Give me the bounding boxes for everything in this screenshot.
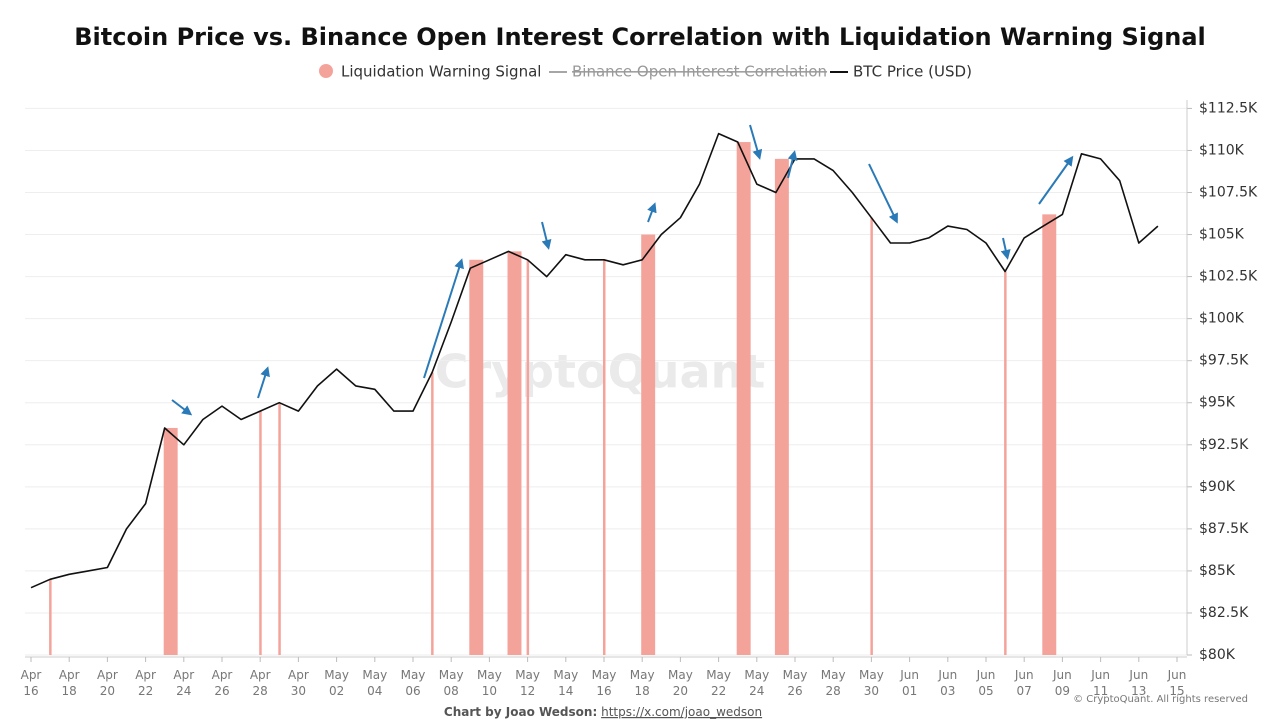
y-tick-label: $105K [1199,227,1245,243]
watermark: CryptoQuant [435,345,766,399]
warning-signal [1042,214,1057,655]
x-tick-label: Apr 18 [59,668,80,698]
x-tick-label: May 20 [668,668,693,698]
x-tick-label: Apr 22 [135,668,156,698]
warning-signal [526,259,530,655]
warning-signal [469,259,484,655]
chart-title: Bitcoin Price vs. Binance Open Interest … [74,23,1206,51]
x-tick-label: May 18 [630,668,655,698]
x-tick-label: May 30 [859,668,884,698]
copyright: © CryptoQuant. All rights reserved [1073,694,1248,705]
x-tick-label: May 24 [744,668,769,698]
x-tick-label: Apr 30 [288,668,309,698]
y-tick-label: $100K [1199,311,1245,327]
credit-label: Chart by Joao Wedson: [444,705,597,719]
y-tick-label: $95K [1199,395,1236,411]
price-line [30,132,1159,589]
credit-link[interactable]: https://x.com/joao_wedson [601,705,762,719]
legend-label: BTC Price (USD) [853,63,972,81]
warning-signal [259,411,262,655]
x-tick-label: Jun 13 [1128,668,1148,698]
legend-swatch [319,64,333,78]
x-tick-label: May 02 [324,668,349,698]
x-tick-label: Jun 05 [976,668,996,698]
x-tick-label: Jun 09 [1052,668,1072,698]
x-tick-label: Apr 16 [21,668,42,698]
y-tick-label: $92.5K [1199,437,1249,453]
x-tick-label: May 06 [401,668,426,698]
warning-signal [774,158,789,655]
x-tick-label: Apr 24 [173,668,194,698]
y-tick-label: $82.5K [1199,605,1249,621]
x-tick-label: Jun 11 [1090,668,1110,698]
legend-label: Liquidation Warning Signal [341,63,541,81]
y-tick-label: $85K [1199,563,1236,579]
x-tick-label: May 10 [477,668,502,698]
legend: Liquidation Warning Signal Binance Open … [319,63,972,81]
x-tick-label: Jun 07 [1014,668,1034,698]
x-tick-label: May 04 [362,668,387,698]
y-tick-label: $80K [1199,647,1236,663]
x-tick-label: May 22 [706,668,731,698]
y-tick-label: $87.5K [1199,521,1249,537]
warning-signal [278,402,281,655]
x-tick-label: May 28 [821,668,846,698]
warning-signal [1004,271,1007,655]
annotation-arrows [171,124,1074,416]
x-tick-label: Apr 28 [250,668,271,698]
warning-signal [431,372,434,655]
x-tick-label: Apr 20 [97,668,118,698]
y-tick-label: $112.5K [1199,100,1258,116]
x-tick-label: Jun 15 [1167,668,1187,698]
x-tick-label: May 26 [783,668,808,698]
warning-signal [49,579,52,655]
warning-signal [603,259,606,655]
y-tick-label: $110K [1199,142,1245,158]
y-tick-label: $102.5K [1199,269,1258,285]
warning-signal [641,234,656,655]
x-tick-label: May 16 [592,668,617,698]
credit: Chart by Joao Wedson: https://x.com/joao… [444,705,762,719]
warning-signal [870,217,873,655]
y-tick-label: $97.5K [1199,353,1249,369]
warning-signal [507,251,522,655]
x-tick-label: May 12 [515,668,540,698]
x-tick-label: Apr 26 [212,668,233,698]
x-tick-label: Jun 03 [937,668,957,698]
legend-label: Binance Open Interest Correlation [572,63,827,81]
x-tick-label: May 08 [439,668,464,698]
y-tick-label: $107.5K [1199,185,1258,201]
x-tick-label: May 14 [553,668,578,698]
warning-signal [736,142,751,655]
x-tick-label: Jun 01 [899,668,919,698]
warning-signal [163,427,178,655]
y-tick-label: $90K [1199,479,1236,495]
